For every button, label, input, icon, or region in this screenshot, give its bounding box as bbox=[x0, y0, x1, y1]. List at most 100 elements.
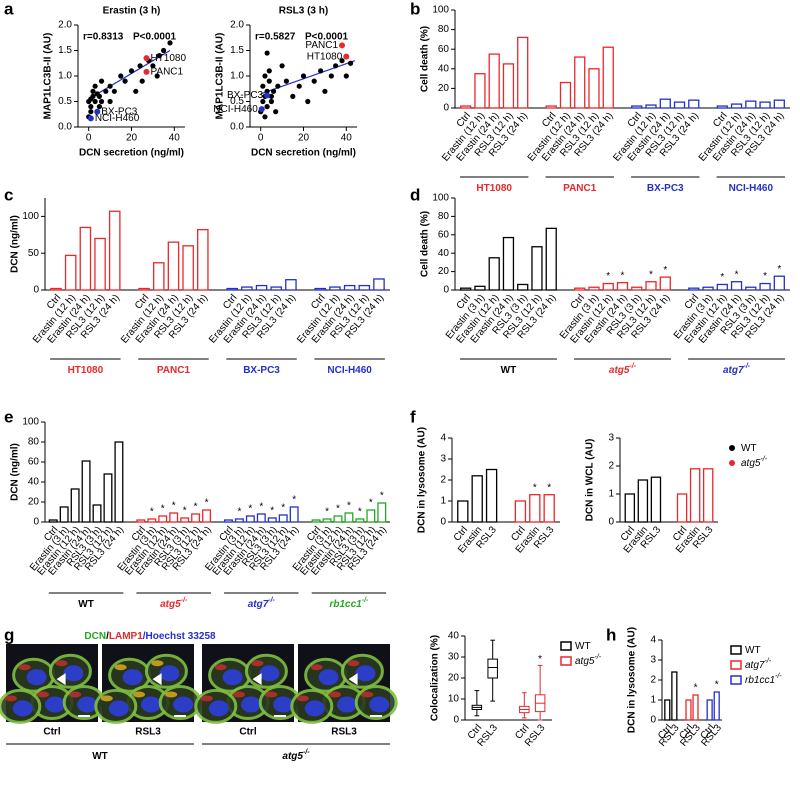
bar bbox=[169, 512, 179, 523]
legend-marker bbox=[560, 656, 572, 666]
arrowhead bbox=[252, 673, 262, 686]
bar bbox=[329, 286, 341, 291]
panel-label: h bbox=[606, 625, 616, 644]
point bbox=[264, 88, 270, 94]
significance: * bbox=[248, 504, 252, 515]
bar bbox=[692, 694, 699, 721]
y-tick-label: 40 bbox=[438, 63, 450, 74]
point bbox=[154, 73, 160, 79]
point bbox=[133, 88, 139, 94]
bar bbox=[70, 488, 80, 523]
y-tick-label: 0.5 bbox=[58, 96, 72, 107]
box bbox=[487, 658, 498, 679]
bar bbox=[358, 284, 371, 291]
bar bbox=[48, 519, 58, 523]
bar bbox=[685, 699, 692, 721]
x-tick-label: 40 bbox=[169, 133, 181, 144]
bar bbox=[659, 276, 671, 291]
nucleus bbox=[241, 696, 261, 713]
group-label: HT1080 bbox=[476, 183, 512, 194]
point bbox=[270, 88, 277, 94]
bar bbox=[730, 281, 743, 291]
title-part: /Hoechst 33258 bbox=[143, 631, 216, 642]
highlight-point bbox=[87, 115, 94, 122]
bar bbox=[485, 468, 498, 523]
bar bbox=[343, 284, 356, 291]
significance: * bbox=[205, 498, 209, 509]
bar bbox=[256, 513, 266, 523]
bar bbox=[517, 36, 529, 109]
significance: * bbox=[715, 680, 719, 691]
group-name: WT bbox=[78, 599, 94, 610]
micrograph-label: RSL3 bbox=[331, 727, 357, 738]
bar bbox=[688, 287, 700, 291]
bar bbox=[659, 98, 671, 109]
x-tick-label: 40 bbox=[341, 133, 353, 144]
bar bbox=[182, 245, 194, 291]
nucleus bbox=[304, 700, 325, 717]
point bbox=[98, 98, 105, 105]
group-label: BX-PC3 bbox=[243, 365, 280, 376]
bar bbox=[285, 279, 297, 291]
highlight-point bbox=[143, 68, 150, 75]
bar bbox=[602, 46, 614, 109]
point bbox=[290, 93, 296, 99]
bar bbox=[366, 509, 376, 523]
point bbox=[92, 83, 98, 89]
significance: * bbox=[606, 271, 610, 282]
title-part: DCN bbox=[84, 631, 106, 642]
significance: * bbox=[183, 506, 187, 517]
bar bbox=[197, 228, 209, 291]
y-axis-label: DCN (ng/ml) bbox=[10, 215, 21, 273]
panel-label: g bbox=[4, 625, 14, 644]
lysosome bbox=[37, 691, 49, 698]
y-axis-label: DCN in WCL (AU) bbox=[585, 439, 596, 522]
highlight-point bbox=[94, 108, 101, 115]
bar bbox=[79, 226, 92, 291]
y-tick-label: 100 bbox=[22, 417, 39, 428]
bar bbox=[531, 246, 543, 291]
bar bbox=[488, 257, 500, 291]
group-name: rb1cc1 bbox=[329, 599, 362, 610]
group-name: HT1080 bbox=[476, 183, 512, 194]
significance: * bbox=[763, 271, 767, 282]
group-name-sup: -/- bbox=[362, 597, 369, 604]
annotation: r=0.5827 bbox=[255, 32, 296, 43]
significance: * bbox=[735, 269, 739, 280]
significance: * bbox=[369, 498, 373, 509]
trend-line bbox=[88, 49, 171, 100]
group-label: WT bbox=[501, 365, 517, 376]
significance: * bbox=[694, 683, 698, 694]
bar bbox=[474, 285, 486, 291]
group-label: rb1cc1-/- bbox=[745, 673, 782, 686]
significance: * bbox=[281, 503, 285, 514]
bar bbox=[114, 441, 124, 523]
point bbox=[107, 83, 113, 89]
bar bbox=[645, 281, 657, 291]
legend-marker bbox=[560, 641, 572, 651]
nucleus bbox=[259, 665, 280, 682]
point bbox=[167, 40, 173, 46]
group-name-sup: -/- bbox=[764, 658, 771, 665]
significance: * bbox=[172, 501, 176, 512]
y-tick-label: 50 bbox=[28, 248, 40, 259]
bar bbox=[664, 699, 671, 721]
significance: * bbox=[336, 504, 340, 515]
point bbox=[96, 104, 102, 110]
nucleus bbox=[77, 696, 98, 713]
y-axis-label: Cell death (%) bbox=[420, 211, 431, 277]
bar bbox=[136, 519, 146, 523]
bar bbox=[241, 286, 253, 291]
bar bbox=[773, 99, 785, 109]
point bbox=[103, 88, 109, 94]
bar bbox=[650, 476, 662, 523]
bar bbox=[676, 493, 688, 523]
bar bbox=[167, 241, 180, 291]
significance: * bbox=[720, 272, 724, 283]
bar bbox=[270, 286, 283, 291]
bar bbox=[574, 287, 586, 291]
y-tick-label: 4 bbox=[440, 433, 446, 444]
y-tick-label: 100 bbox=[432, 5, 449, 16]
significance: * bbox=[538, 654, 542, 665]
y-tick-label: 3 bbox=[650, 655, 656, 666]
